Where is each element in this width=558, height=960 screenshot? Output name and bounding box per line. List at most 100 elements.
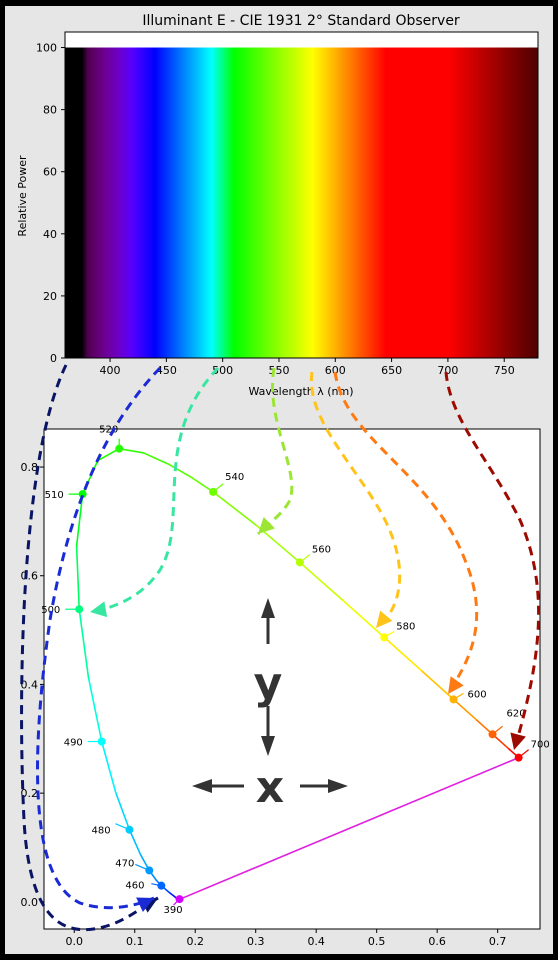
y-arrowhead-up [261, 598, 275, 618]
locus-segment [190, 476, 214, 493]
spectrum-y-tick-label: 20 [43, 290, 57, 303]
wavelength-marker: 490 [64, 737, 106, 749]
wavelength-marker: 500 [41, 605, 84, 616]
wavelength-point [175, 895, 184, 904]
chromaticity-y-tick: 0.4 [21, 678, 44, 691]
spectrum-y-tick: 60 [43, 166, 65, 179]
wavelength-point [78, 490, 87, 499]
x-arrowhead-left [192, 779, 212, 793]
wavelength-label: 490 [64, 738, 83, 749]
wavelength-point [380, 633, 389, 642]
chromaticity-x-tick-label: 0.2 [186, 935, 204, 948]
locus-segment [383, 636, 423, 673]
wavelength-point [125, 825, 134, 834]
wavelength-label: 560 [312, 544, 331, 555]
mapping-arrowhead [448, 676, 464, 694]
wavelength-point [75, 605, 84, 614]
wavelength-label: 460 [125, 881, 144, 892]
wavelength-marker: 390 [164, 895, 184, 916]
locus-segment [118, 447, 145, 454]
spectrum-bar [65, 47, 538, 359]
mapping-arrowhead [136, 897, 154, 913]
spectrum-x-tick: 400 [100, 358, 121, 377]
spectrum-x-tick-label: 450 [156, 364, 177, 377]
wavelength-point [145, 866, 154, 875]
spectrum-x-tick: 700 [437, 358, 458, 377]
chromaticity-x-tick: 0.4 [307, 929, 325, 948]
wavelength-marker: 520 [99, 425, 124, 453]
y-arrowhead-down [261, 736, 275, 756]
wavelength-label: 470 [115, 858, 134, 869]
spectrum-title: Illuminant E - CIE 1931 2° Standard Obse… [142, 13, 460, 29]
wavelength-point [115, 444, 124, 453]
wavelength-mapping-arrows [20, 364, 541, 932]
spectrum-y-tick-label: 100 [36, 42, 57, 55]
wavelength-point [97, 737, 106, 746]
wavelength-marker: 460 [125, 881, 166, 892]
spectrum-x-tick-label: 600 [325, 364, 346, 377]
spectrum-x-tick: 750 [494, 358, 515, 377]
chromaticity-y-tick-label: 0.6 [21, 570, 39, 583]
spectrum-y-axis-label: Relative Power [16, 155, 29, 237]
locus-segment [96, 447, 120, 462]
locus-segment [78, 608, 90, 679]
wavelength-marker: 510 [45, 490, 87, 501]
locus-segment [128, 828, 142, 856]
mapping-arrow [90, 366, 220, 618]
spectrum-x-tick-label: 500 [212, 364, 233, 377]
locus-segment [299, 561, 344, 602]
spectrum-frame [64, 31, 539, 359]
wavelength-marker: 700 [514, 740, 550, 762]
chromaticity-y-tick: 0.8 [21, 461, 44, 474]
wavelength-label: 520 [99, 425, 118, 436]
chromaticity-x-tick: 0.7 [489, 929, 507, 948]
wavelength-marker: 540 [209, 472, 244, 496]
spectrum-x-ticks: 400 450 500 550 600 650 700 750 [100, 358, 515, 377]
locus-segment [75, 493, 84, 547]
mapping-arrow [444, 371, 541, 750]
wavelength-label: 540 [225, 472, 244, 483]
spectrum-y-tick: 0 [50, 352, 65, 365]
locus-segment [212, 491, 258, 527]
locus-segment [75, 545, 81, 611]
wavelength-label: 500 [41, 605, 60, 616]
mapping-arrowhead [376, 610, 393, 628]
spectrum-y-tick-label: 0 [50, 352, 57, 365]
wavelength-label: 600 [468, 689, 487, 700]
chromaticity-x-tick-label: 0.7 [489, 935, 507, 948]
locus-segment [167, 463, 192, 478]
spectrum-x-tick: 650 [381, 358, 402, 377]
wavelength-marker: 580 [380, 621, 415, 642]
chromaticity-x-tick-label: 0.4 [307, 935, 325, 948]
chromaticity-plot-area [43, 428, 541, 930]
wavelength-point [514, 753, 523, 762]
mapping-arrow [333, 371, 479, 694]
wavelength-label: 480 [91, 826, 110, 837]
wavelength-label: 390 [164, 905, 183, 916]
spectrum-x-axis-label: Wavelength λ (nm) [248, 385, 353, 398]
chromaticity-y-tick: 0.2 [21, 787, 44, 800]
y-glyph: y [254, 658, 283, 709]
wavelength-marker: 560 [295, 544, 331, 567]
wavelength-point [157, 881, 166, 890]
spectrum-y-tick-label: 60 [43, 166, 57, 179]
chromaticity-x-tick-label: 0.0 [65, 935, 83, 948]
chromaticity-x-ticks: 0.0 0.1 0.2 0.3 0.4 0.5 0.6 0.7 [65, 929, 506, 948]
mapping-arrow-path [309, 371, 402, 628]
line-of-purples [180, 756, 519, 900]
locus-segment [508, 748, 517, 756]
mapping-arrow [36, 366, 162, 913]
axis-glyphs: y x [192, 598, 348, 813]
mapping-arrow-path [36, 366, 162, 910]
spectrum-x-tick-label: 400 [100, 364, 121, 377]
mapping-arrowhead [510, 732, 526, 750]
mapping-arrow-path [444, 371, 541, 745]
wavelength-marker: 620 [488, 708, 526, 739]
locus-segment [452, 698, 478, 722]
chromaticity-x-tick: 0.3 [247, 929, 264, 948]
spectrum-y-tick: 100 [36, 42, 65, 55]
locus-segment [421, 670, 455, 701]
chromaticity-y-tick: 0.6 [21, 570, 44, 583]
x-arrowhead-right [328, 779, 348, 793]
chromaticity-y-tick-label: 0.4 [21, 678, 39, 691]
